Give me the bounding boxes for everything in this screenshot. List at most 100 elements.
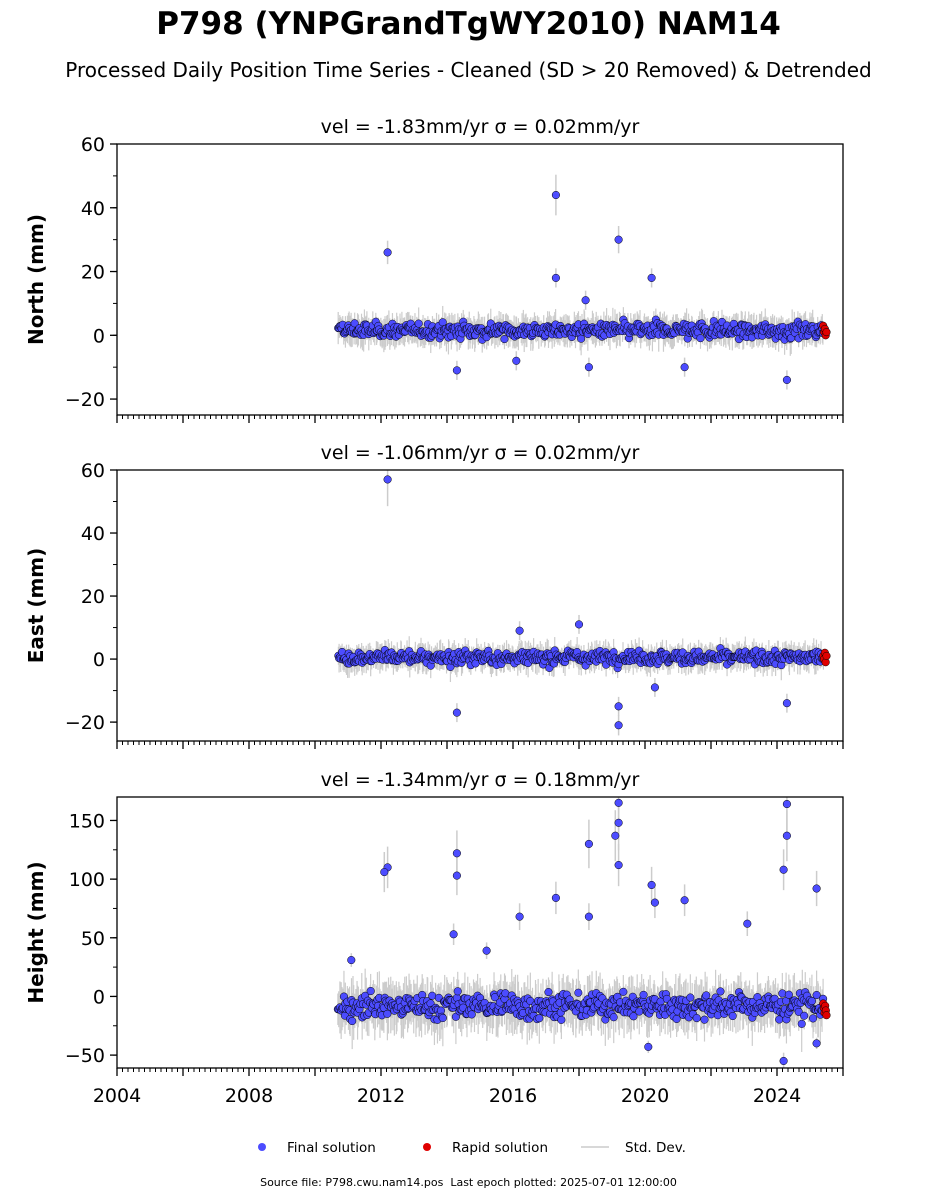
final-point xyxy=(692,1014,701,1023)
plot-area xyxy=(333,797,831,1068)
final-outlier-point xyxy=(680,896,689,905)
final-outlier-point xyxy=(650,898,659,907)
y-axis-label: Height (mm) xyxy=(24,861,48,1003)
y-tick-label: −20 xyxy=(65,712,105,734)
final-outlier-point xyxy=(647,880,656,890)
final-point xyxy=(639,990,648,999)
final-outlier-point xyxy=(515,626,524,635)
final-point xyxy=(348,1016,357,1026)
final-outlier-point xyxy=(347,956,356,965)
panel-title: vel = -1.83mm/yr σ = 0.02mm/yr xyxy=(321,116,640,138)
final-point xyxy=(728,1011,737,1021)
final-outlier-point xyxy=(452,849,461,858)
final-outlier-point xyxy=(551,190,560,200)
final-outlier-point xyxy=(614,702,623,711)
final-point xyxy=(812,990,821,1000)
final-outlier-point xyxy=(614,860,623,870)
y-tick-label: 60 xyxy=(81,460,105,482)
final-outlier-point xyxy=(782,699,791,708)
final-outlier-point xyxy=(650,683,659,692)
final-outlier-point xyxy=(680,363,689,372)
rapid-points xyxy=(819,648,831,667)
final-point xyxy=(453,987,462,996)
final-point xyxy=(414,319,423,328)
final-point xyxy=(544,988,553,997)
final-point xyxy=(471,659,480,668)
x-tick-label: 2020 xyxy=(621,1085,669,1107)
final-point xyxy=(500,335,509,344)
final-outlier-point xyxy=(743,919,752,928)
final-point xyxy=(696,334,705,343)
panel-3: −50 0 50 100 150 2004 2008 2012 2016 2020 2024 vel … xyxy=(24,769,844,1107)
final-point xyxy=(574,988,583,997)
final-point xyxy=(366,986,375,996)
final-outlier-point xyxy=(779,1056,788,1066)
final-point xyxy=(629,1012,638,1021)
final-outlier-point xyxy=(452,366,461,375)
final-outlier-point xyxy=(551,273,560,282)
figure-title: P798 (YNPGrandTgWY2010) NAM14 xyxy=(156,6,781,42)
stddev-bars xyxy=(337,797,824,1068)
final-outlier-point xyxy=(380,868,389,877)
final-point xyxy=(800,1011,809,1020)
final-point xyxy=(609,1013,618,1022)
rapid-points xyxy=(819,321,831,340)
y-axis-label: East (mm) xyxy=(24,548,48,664)
y-tick-label: 50 xyxy=(81,928,105,950)
final-point xyxy=(350,319,359,328)
final-point xyxy=(797,1019,806,1028)
legend-marker xyxy=(258,1143,266,1151)
panel-2: −20 0 20 40 60 vel = -1.06mm/yr σ = 0.02mm/yr… xyxy=(24,442,844,749)
final-point xyxy=(794,1007,803,1016)
final-outlier-point xyxy=(383,475,392,484)
final-outlier-point xyxy=(584,363,593,372)
plot-area xyxy=(334,470,831,736)
axes-frame xyxy=(116,143,844,416)
stddev-bars xyxy=(337,174,824,390)
panel-title: vel = -1.06mm/yr σ = 0.02mm/yr xyxy=(321,442,640,464)
final-outlier-point xyxy=(782,799,791,809)
final-outlier-point xyxy=(452,708,461,717)
axes-frame xyxy=(116,469,844,742)
x-tick-label: 2004 xyxy=(93,1085,141,1107)
final-outlier-point xyxy=(584,839,593,848)
y-tick-label: −20 xyxy=(65,389,105,411)
y-tick-label: 40 xyxy=(81,523,105,545)
final-point xyxy=(467,1010,476,1019)
stddev-bars xyxy=(337,470,825,736)
final-outlier-point xyxy=(449,930,458,939)
final-outlier-point xyxy=(614,818,623,827)
final-outlier-point xyxy=(644,1042,653,1051)
final-point xyxy=(808,1014,818,1023)
rapid-points xyxy=(819,999,831,1020)
final-point xyxy=(778,989,787,998)
final-point xyxy=(535,1014,544,1023)
final-outlier-point xyxy=(383,248,392,257)
final-points xyxy=(334,475,828,730)
final-outlier-point xyxy=(551,893,560,902)
final-outlier-point xyxy=(584,912,593,921)
final-point xyxy=(807,996,816,1006)
final-point xyxy=(383,1009,392,1018)
final-outlier-point xyxy=(779,865,788,874)
y-tick-label: 40 xyxy=(81,198,105,220)
final-outlier-point xyxy=(614,798,623,807)
final-point xyxy=(438,1013,447,1023)
axes-frame xyxy=(116,796,844,1069)
rapid-point xyxy=(822,651,831,660)
y-tick-label: 0 xyxy=(93,649,105,671)
final-outlier-point xyxy=(812,1039,821,1048)
final-outlier-point xyxy=(614,721,623,730)
x-tick-label: 2016 xyxy=(489,1085,537,1107)
plot-area xyxy=(334,174,831,390)
final-outlier-point xyxy=(482,946,491,955)
legend-label: Rapid solution xyxy=(452,1140,548,1156)
final-point xyxy=(619,987,628,996)
final-points xyxy=(333,798,828,1066)
x-tick-label: 2012 xyxy=(357,1085,405,1107)
final-point xyxy=(686,993,695,1002)
panel-1: −20 0 20 40 60 vel = -1.83mm/yr σ = 0.02mm/yr… xyxy=(24,116,844,423)
y-axis-label: North (mm) xyxy=(24,214,48,345)
final-outlier-point xyxy=(581,296,590,305)
